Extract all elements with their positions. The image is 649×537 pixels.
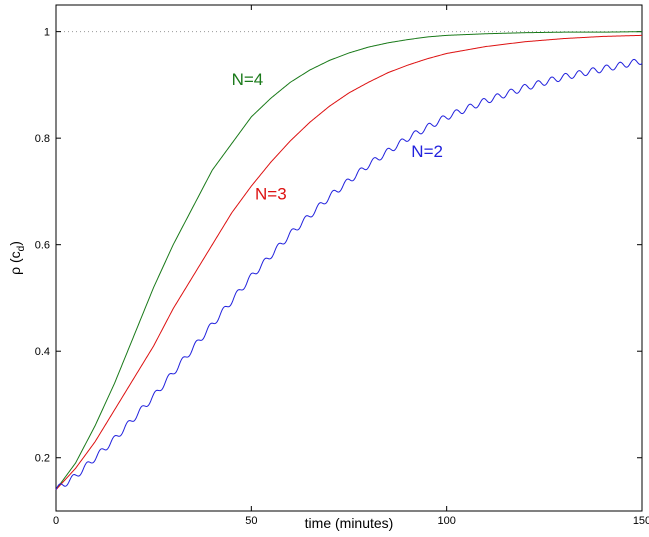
y-axis-label-subscript: d	[16, 246, 27, 252]
series-line-n-2	[55, 58, 643, 490]
x-tick-label: 50	[245, 515, 257, 527]
y-tick-label: 0.4	[35, 346, 50, 358]
plot-area	[55, 4, 643, 512]
y-tick-label: 0.8	[35, 133, 50, 145]
x-tick-label: 100	[437, 515, 455, 527]
series-label-n-4: N=4	[232, 70, 264, 89]
y-axis-label: ρ (cd)	[7, 241, 27, 275]
series-layer	[55, 31, 643, 491]
x-tick-label: 150	[633, 515, 649, 527]
series-line-n-3	[55, 34, 643, 491]
x-axis-label: time (minutes)	[305, 515, 394, 531]
series-line-n-4	[55, 31, 643, 490]
axis-ticks: 0 50 100 150 0.2 0.4 0.6 0.8 1	[35, 5, 649, 527]
y-axis-label-main: ρ (c	[7, 251, 23, 275]
series-label-n-2: N=2	[411, 142, 443, 161]
y-tick-label: 0.2	[35, 453, 50, 465]
series-labels: N=4 N=3 N=2	[232, 70, 443, 204]
x-tick-label: 0	[53, 515, 59, 527]
y-axis-label-close: )	[7, 241, 23, 246]
y-tick-label: 1	[44, 27, 50, 39]
series-label-n-3: N=3	[255, 184, 287, 203]
y-tick-label: 0.6	[35, 240, 50, 252]
